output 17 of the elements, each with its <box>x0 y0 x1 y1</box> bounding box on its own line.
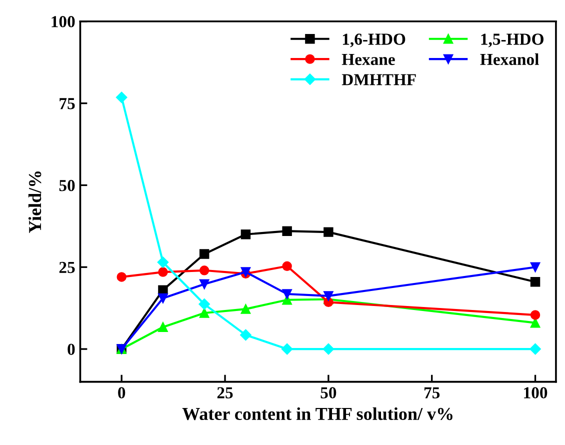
y-tick-label: 0 <box>68 344 75 355</box>
y-tick-label: 25 <box>59 262 75 274</box>
x-tick-label: 75 <box>424 387 440 398</box>
legend-label: 1,6-HDO <box>342 34 406 48</box>
legend-label: Hexanol <box>480 53 539 66</box>
y-tick-label: 100 <box>52 16 75 28</box>
x-tick-label: 100 <box>524 387 548 398</box>
y-axis-title: Yield/% <box>28 172 42 234</box>
legend-label: Hexane <box>342 54 395 66</box>
x-axis-title: Water content in THF solution/ v% <box>182 407 452 420</box>
legend-label: 1,5-HDO <box>481 34 544 48</box>
x-tick-label: 0 <box>118 387 126 398</box>
y-tick-label: 50 <box>59 180 75 192</box>
legend-label: DMHTHF <box>342 74 416 86</box>
x-tick-label: 25 <box>217 387 233 398</box>
x-tick-label: 50 <box>320 387 336 398</box>
y-tick-label: 75 <box>60 98 75 110</box>
